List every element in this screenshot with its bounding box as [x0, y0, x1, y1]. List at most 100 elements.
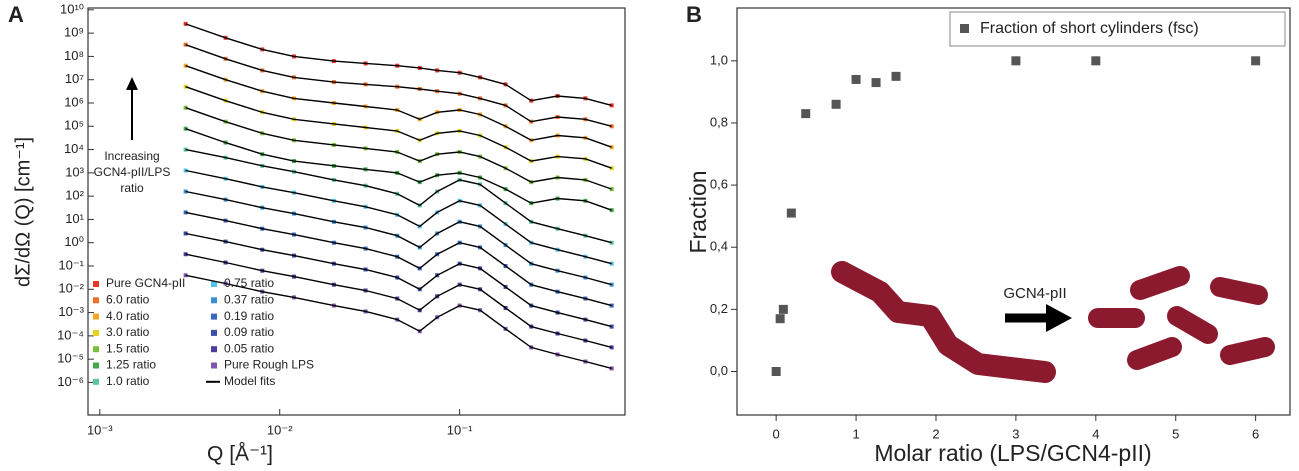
- panel-letter: B: [686, 2, 702, 27]
- legend-label: 1.0 ratio: [106, 374, 150, 388]
- data-point: [786, 208, 796, 218]
- x-tick-label: 6: [1252, 426, 1259, 441]
- y-tick-label: 0,4: [710, 239, 728, 254]
- x-tick-label: 10⁻³: [87, 422, 113, 437]
- y-tick-label: 0,8: [710, 114, 728, 129]
- y-tick-label: 10¹⁰: [60, 1, 84, 16]
- y-axis-label: dΣ/dΩ (Q) [cm⁻¹]: [12, 137, 34, 287]
- legend-box: [949, 11, 1286, 47]
- legend-marker: [93, 346, 99, 353]
- y-tick-label: 10¹: [65, 211, 84, 226]
- y-tick-label: 10⁶: [64, 94, 84, 109]
- legend-marker: [211, 281, 217, 287]
- annotation-arrow: [126, 77, 138, 140]
- fit-line: [185, 274, 612, 370]
- legend-label: Fraction of short cylinders (fsc): [980, 20, 1199, 37]
- y-tick-label: 0,6: [710, 177, 728, 192]
- y-tick-label: 10²: [65, 188, 84, 203]
- fit-line: [185, 148, 612, 244]
- data-point: [609, 145, 614, 150]
- legend-marker: [93, 329, 99, 336]
- legend-marker: [211, 346, 217, 353]
- y-tick-label: 1,0: [710, 52, 728, 67]
- legend-marker: [960, 24, 969, 33]
- fit-line: [185, 211, 612, 307]
- y-tick-label: 10⁵: [64, 118, 84, 133]
- y-tick-label: 0,2: [710, 301, 728, 316]
- annotation: Increasing: [104, 149, 159, 163]
- y-tick-label: 10⁷: [65, 71, 84, 86]
- legend-marker: [211, 313, 217, 320]
- data-point: [778, 304, 788, 314]
- x-tick-label: 5: [1172, 426, 1179, 441]
- x-tick-label: 0: [773, 426, 780, 441]
- plot-frame: [736, 7, 1291, 416]
- plot-frame: [87, 7, 626, 416]
- y-tick-label: 10⁻⁶: [57, 374, 84, 389]
- y-tick-label: 10⁻⁵: [57, 351, 84, 366]
- legend-marker: [211, 297, 217, 304]
- fit-line: [185, 107, 612, 190]
- illustration: [831, 261, 1275, 383]
- fit-line: [185, 169, 612, 265]
- x-tick-label: 3: [1012, 426, 1019, 441]
- legend-label: 0.19 ratio: [224, 309, 274, 323]
- fit-line: [185, 253, 612, 349]
- legend-marker: [93, 281, 99, 287]
- legend-label: 1.25 ratio: [106, 358, 156, 372]
- data-point: [851, 74, 861, 84]
- legend-label: Pure GCN4-pII: [106, 276, 185, 290]
- annotation: GCN4-pII/LPS: [94, 165, 171, 179]
- fit-line: [185, 232, 612, 328]
- x-tick-label: 10⁻²: [267, 422, 293, 437]
- legend-marker: [93, 297, 99, 304]
- y-tick-label: 10⁻⁴: [57, 327, 84, 342]
- fit-line: [185, 190, 612, 286]
- legend-label: 0.09 ratio: [224, 325, 274, 339]
- x-tick-label: 10⁻¹: [447, 422, 473, 437]
- legend-marker: [211, 362, 217, 369]
- fit-line: [185, 44, 612, 127]
- legend-label: Pure Rough LPS: [224, 358, 314, 372]
- fit-line: [185, 23, 612, 107]
- legend-label: 0.37 ratio: [224, 292, 274, 306]
- fit-line: [185, 86, 612, 169]
- x-tick-label: 4: [1092, 426, 1099, 441]
- data-point: [1091, 56, 1101, 66]
- annotation: ratio: [120, 181, 144, 195]
- panel-letter: A: [8, 2, 24, 27]
- y-tick-label: 10⁻²: [58, 281, 84, 296]
- legend-label: 1.5 ratio: [106, 341, 150, 355]
- y-tick-label: 10⁴: [64, 141, 84, 156]
- legend-marker: [93, 313, 99, 320]
- data-point: [771, 367, 781, 377]
- illustration-arrow: [1005, 304, 1072, 332]
- y-tick-label: 10⁰: [64, 234, 84, 249]
- y-tick-label: 10³: [65, 164, 84, 179]
- illustration-label: GCN4-pII: [1003, 285, 1066, 302]
- legend-label: 0.05 ratio: [224, 341, 274, 355]
- y-axis-label: Fraction: [685, 170, 711, 253]
- data-point: [1011, 56, 1021, 66]
- y-tick-label: 0,0: [710, 363, 728, 378]
- fit-line: [185, 65, 612, 148]
- x-tick-label: 2: [932, 426, 939, 441]
- legend-label: 4.0 ratio: [106, 309, 150, 323]
- y-tick-label: 10⁻³: [58, 304, 84, 319]
- fit-line: [185, 128, 612, 211]
- x-axis-label: Q [Å⁻¹]: [207, 443, 273, 466]
- y-tick-label: 10⁹: [64, 25, 84, 40]
- legend-label: 6.0 ratio: [106, 292, 150, 306]
- x-axis-label: Molar ratio (LPS/GCN4-pII): [874, 440, 1151, 466]
- legend-marker: [93, 362, 99, 369]
- legend-marker: [211, 329, 217, 336]
- data-point: [609, 166, 614, 171]
- x-tick-label: 1: [852, 426, 859, 441]
- y-tick-label: 10⁻¹: [58, 257, 84, 272]
- data-point: [801, 109, 811, 119]
- data-point: [775, 314, 785, 324]
- y-tick-label: 10⁸: [64, 48, 84, 63]
- legend-label: Model fits: [224, 374, 275, 388]
- data-point: [831, 99, 841, 109]
